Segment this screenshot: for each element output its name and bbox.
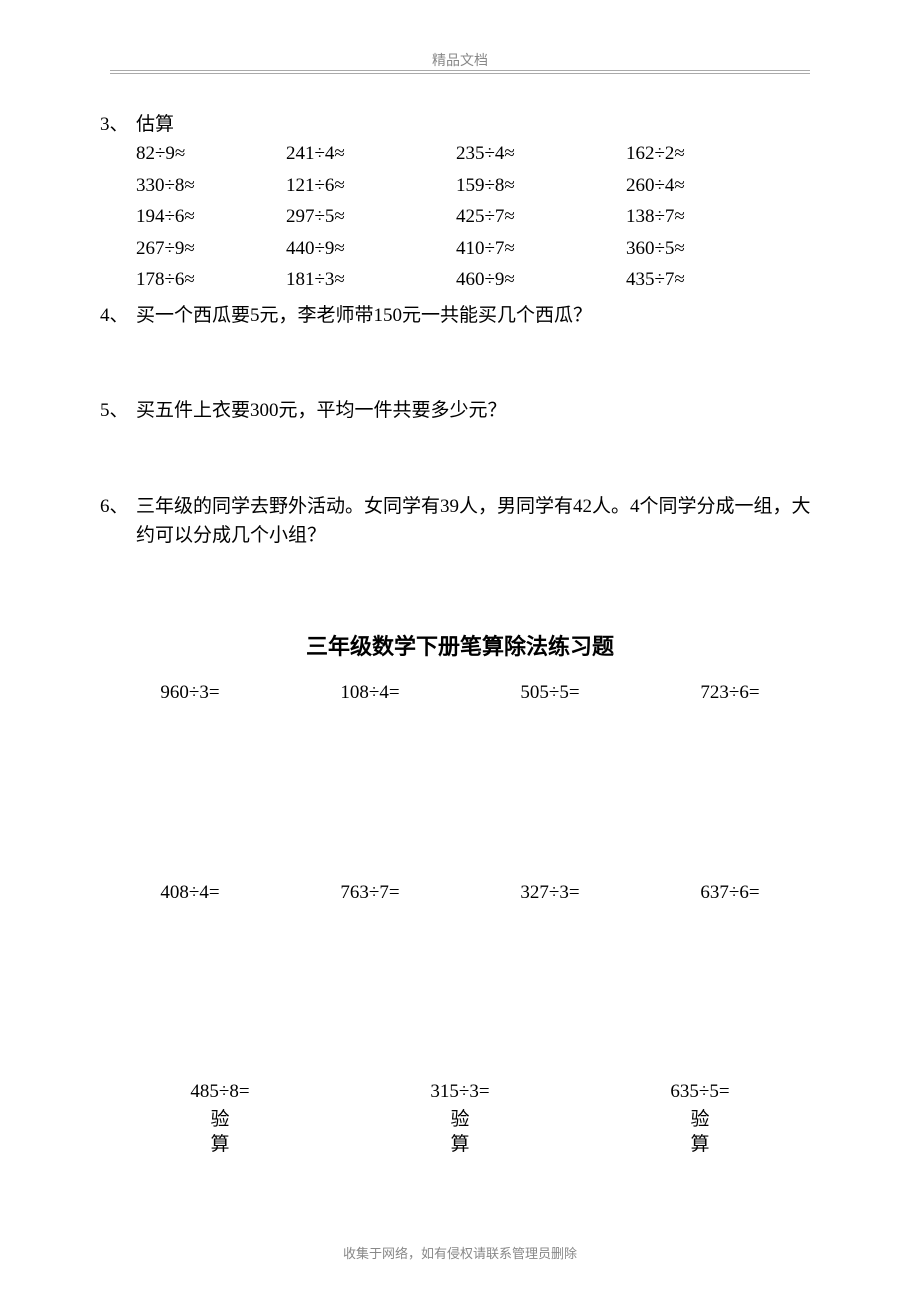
q3-r4c0: 178÷6≈ [136,265,286,294]
verify-2-c2: 算 [450,1132,469,1158]
q5-label: 5、 [100,396,136,425]
header-rule-1 [110,70,810,71]
footer-text: 收集于网络，如有侵权请联系管理员删除 [343,1246,577,1261]
q3-r4c1: 181÷3≈ [286,265,456,294]
q3-r3c1: 440÷9≈ [286,234,456,263]
q3-r0c0: 82÷9≈ [136,139,286,168]
calc-r2c1: 763÷7= [280,878,460,907]
q3-r2c2: 425÷7≈ [456,202,626,231]
verify-1-c1: 验 [210,1107,229,1133]
q3-r1c1: 121÷6≈ [286,171,456,200]
q4: 4、 买一个西瓜要5元，李老师带150元一共能买几个西瓜？ [100,301,820,330]
q3-r4c3: 435÷7≈ [626,265,776,294]
verify-3-c2: 算 [690,1132,709,1158]
calc-r2c2: 327÷3= [460,878,640,907]
q3-r4c2: 460÷9≈ [456,265,626,294]
calc-r1c1: 108÷4= [280,678,460,707]
calc-r1c0: 960÷3= [100,678,280,707]
q3-r1c0: 330÷8≈ [136,171,286,200]
q3-r2c3: 138÷7≈ [626,202,776,231]
header-text: 精品文档 [432,54,488,69]
page-header: 精品文档 [100,50,820,82]
q5-text: 买五件上衣要300元，平均一件共要多少元？ [136,396,820,425]
q4-text: 买一个西瓜要5元，李老师带150元一共能买几个西瓜？ [136,301,820,330]
q5: 5、 买五件上衣要300元，平均一件共要多少元？ [100,396,820,425]
q3-r0c2: 235÷4≈ [456,139,626,168]
q6-text: 三年级的同学去野外活动。女同学有39人，男同学有42人。4个同学分成一组，大约可… [136,492,820,551]
verify-3: 验 算 [580,1107,820,1158]
q3-r1c3: 260÷4≈ [626,171,776,200]
calc-r3c1: 315÷3= [340,1077,580,1106]
q3-r2c0: 194÷6≈ [136,202,286,231]
verify-1-c2: 算 [210,1132,229,1158]
q3-r3c0: 267÷9≈ [136,234,286,263]
verify-3-c1: 验 [690,1107,709,1133]
calc-row-1: 960÷3= 108÷4= 505÷5= 723÷6= [100,678,820,707]
q3-r1c2: 159÷8≈ [456,171,626,200]
verify-2-c1: 验 [450,1107,469,1133]
verify-row: 验 算 验 算 验 算 [100,1107,820,1158]
header-rule-2 [110,73,810,74]
q3-title: 估算 [136,110,820,139]
page-footer: 收集于网络，如有侵权请联系管理员删除 [0,1243,920,1262]
q3-r3c2: 410÷7≈ [456,234,626,263]
section2-title: 三年级数学下册笔算除法练习题 [100,630,820,664]
verify-2: 验 算 [340,1107,580,1158]
verify-1: 验 算 [100,1107,340,1158]
q4-label: 4、 [100,301,136,330]
q3: 3、 估算 82÷9≈ 241÷4≈ 235÷4≈ 162÷2≈ 330÷8≈ … [100,110,820,295]
q3-grid: 82÷9≈ 241÷4≈ 235÷4≈ 162÷2≈ 330÷8≈ 121÷6≈… [136,139,820,294]
calc-r1c3: 723÷6= [640,678,820,707]
calc-r2c3: 637÷6= [640,878,820,907]
q3-label: 3、 [100,110,136,295]
calc-r2c0: 408÷4= [100,878,280,907]
calc-row-2: 408÷4= 763÷7= 327÷3= 637÷6= [100,878,820,907]
calc-row-3: 485÷8= 315÷3= 635÷5= [100,1077,820,1106]
content: 3、 估算 82÷9≈ 241÷4≈ 235÷4≈ 162÷2≈ 330÷8≈ … [100,110,820,1158]
q3-r2c1: 297÷5≈ [286,202,456,231]
calc-r3c0: 485÷8= [100,1077,340,1106]
q6-label: 6、 [100,492,136,551]
calc-r3c2: 635÷5= [580,1077,820,1106]
calc-r1c2: 505÷5= [460,678,640,707]
q3-r3c3: 360÷5≈ [626,234,776,263]
q3-r0c3: 162÷2≈ [626,139,776,168]
q3-r0c1: 241÷4≈ [286,139,456,168]
q6: 6、 三年级的同学去野外活动。女同学有39人，男同学有42人。4个同学分成一组，… [100,492,820,551]
